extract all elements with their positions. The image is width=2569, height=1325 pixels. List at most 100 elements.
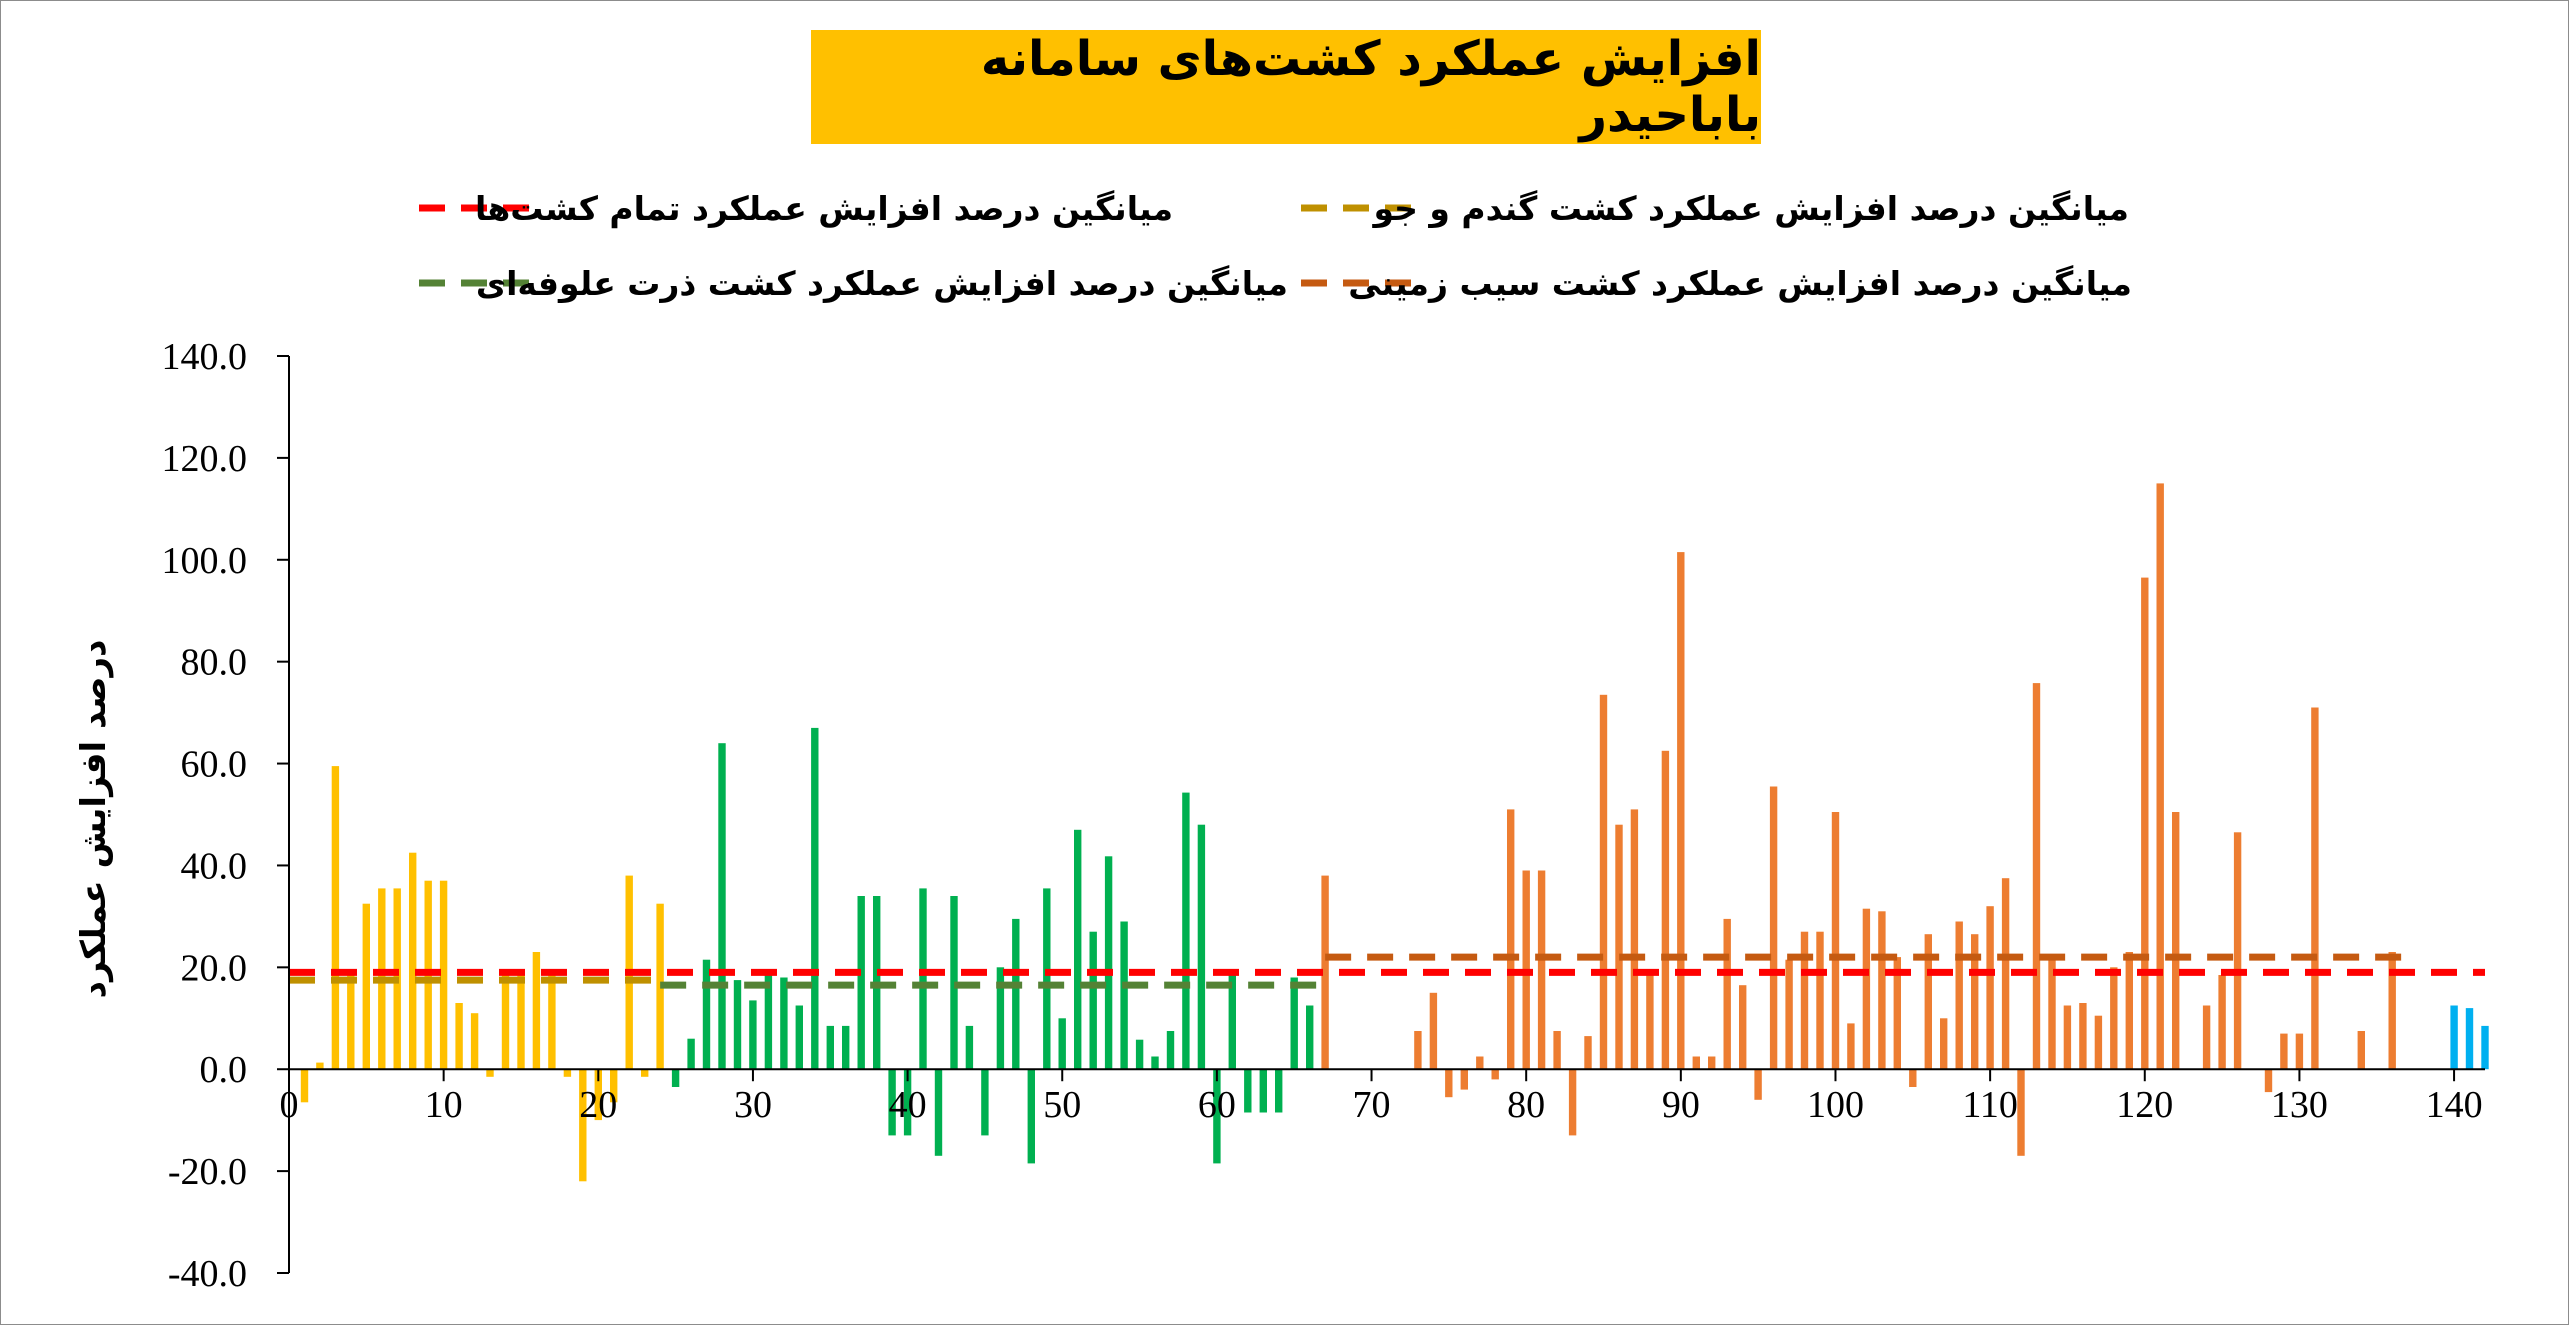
y-tick-label: 20.0 [181,947,248,989]
bar-s3-129 [2280,1033,2288,1070]
bar-s4-142 [2481,1025,2489,1070]
bar-s2-26 [687,1038,695,1070]
bar-s3-128 [2264,1069,2273,1093]
bar-s3-136 [2388,952,2396,1070]
bar-s2-36 [842,1025,850,1070]
x-tick-label: 70 [1353,1084,1391,1126]
bar-s3-95 [1754,1069,1762,1100]
bar-s4-141 [2465,1008,2474,1070]
bar-s2-64 [1275,1069,1283,1113]
bar-s3-75 [1445,1069,1453,1098]
bar-s3-87 [1630,809,1639,1070]
x-tick-label: 10 [425,1084,463,1126]
bar-s3-93 [1723,918,1731,1070]
bar-s2-39 [888,1069,896,1136]
legend-label-1: میانگین درصد افزایش عملکرد تمام کشت‌ها [475,189,1173,229]
bar-s2-44 [965,1025,974,1070]
bar-s2-43 [950,896,958,1070]
chart-title: افزایش عملکرد کشت‌های سامانه باباحیدر [980,31,1761,143]
bar-s1-21 [610,1069,618,1103]
bar-s3-84 [1584,1036,1592,1070]
bar-s3-96 [1769,786,1778,1070]
bar-s2-57 [1166,1031,1175,1070]
bar-s1-3 [331,766,340,1070]
bar-s2-29 [733,980,742,1070]
bar-s3-104 [1893,957,1901,1070]
bar-s3-67 [1321,875,1329,1070]
bar-s3-90 [1677,552,1685,1070]
bar-s1-16 [532,952,541,1070]
bar-s2-32 [780,977,788,1070]
bar-s2-51 [1074,829,1082,1070]
bar-s2-30 [749,1000,757,1070]
bar-s3-101 [1847,1023,1855,1070]
bar-s2-48 [1027,1069,1035,1164]
bar-s1-18 [563,1069,572,1077]
bar-s3-102 [1862,908,1871,1070]
bar-s3-125 [2218,975,2226,1070]
bar-s2-63 [1259,1069,1267,1113]
bar-s2-41 [919,888,927,1070]
bar-s3-77 [1476,1056,1484,1070]
bar-s3-78 [1491,1069,1499,1080]
x-tick-label: 80 [1507,1084,1545,1126]
x-tick-label: 20 [579,1084,617,1126]
bar-s2-40 [903,1069,912,1136]
bar-s1-23 [641,1069,649,1077]
reference-lines [289,953,2485,989]
bar-s3-83 [1568,1069,1577,1136]
bar-s2-56 [1151,1056,1159,1070]
bar-s3-79 [1507,809,1515,1070]
y-tick-label: 140.0 [162,336,248,378]
bar-s3-98 [1800,931,1809,1070]
bar-s1-24 [656,903,664,1070]
bar-s1-10 [439,880,448,1070]
bar-s3-122 [2172,812,2180,1070]
bar-s3-114 [2048,954,2056,1070]
bar-s1-19 [579,1069,587,1182]
x-tick-label: 130 [2271,1084,2328,1126]
bar-s2-62 [1244,1069,1252,1113]
bar-s3-107 [1940,1018,1948,1070]
bar-s3-73 [1414,1031,1422,1070]
y-tick-label: -20.0 [168,1151,247,1193]
bar-s4-140 [2450,1005,2458,1070]
y-tick-label: -40.0 [168,1253,247,1295]
bar-s1-20 [594,1069,602,1121]
bar-s3-99 [1816,931,1824,1070]
y-tick-label: 80.0 [181,642,248,684]
bar-s3-118 [2110,967,2118,1070]
bar-s1-5 [362,903,370,1070]
bar-s1-14 [501,975,510,1070]
bar-s3-103 [1878,911,1886,1070]
bar-s3-92 [1708,1056,1716,1070]
bar-s3-115 [2063,1005,2072,1070]
bar-s3-82 [1553,1031,1561,1070]
bar-s2-34 [811,727,819,1070]
bar-s3-108 [1955,921,1963,1070]
x-tick-label: 90 [1662,1084,1700,1126]
bar-s2-65 [1290,977,1298,1070]
bar-s1-2 [316,1062,324,1070]
bar-s3-119 [2125,952,2133,1070]
bar-s2-54 [1120,921,1128,1070]
legend-label-3: میانگین درصد افزایش عملکرد کشت ذرت علوفه… [476,264,1288,304]
bar-s3-126 [2233,832,2242,1070]
bar-s2-47 [1012,918,1020,1070]
chart-title-box: افزایش عملکرد کشت‌های سامانه باباحیدر [811,30,1761,144]
axes: -40.0 -20.0 0.0 20.0 40.0 60.0 80.0 100.0 120.0 1… [162,336,2485,1295]
bar-s3-88 [1646,969,1654,1070]
bar-s3-105 [1909,1069,1917,1087]
y-tick-label: 60.0 [181,744,248,786]
bar-s1-1 [300,1069,309,1103]
bar-s1-17 [548,969,556,1070]
x-tick-label: 60 [1198,1084,1236,1126]
bar-s3-85 [1599,694,1608,1070]
legend-label-4: میانگین درصد افزایش عملکرد کشت سیب زمینی [1348,264,2132,304]
bar-s1-12 [470,1013,479,1070]
bar-s3-117 [2094,1015,2103,1070]
bar-s2-52 [1089,931,1097,1070]
x-tick-label: 140 [2426,1084,2483,1126]
